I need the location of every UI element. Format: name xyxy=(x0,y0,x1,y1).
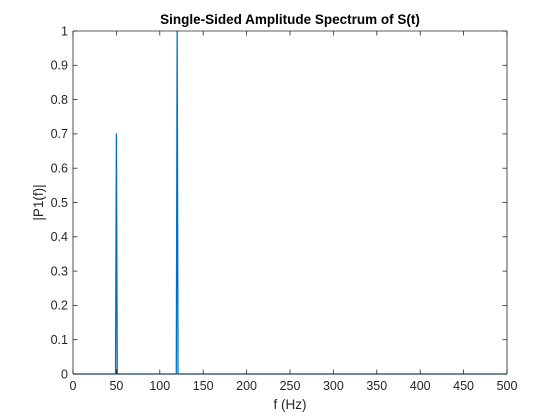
y-tick-label: 0.2 xyxy=(51,299,68,313)
y-tick-label: 0.8 xyxy=(51,93,68,107)
x-tick-label: 350 xyxy=(366,379,387,393)
x-tick-label: 400 xyxy=(410,379,431,393)
y-tick-label: 0 xyxy=(61,367,68,381)
plot-area xyxy=(73,31,507,374)
x-axis-label: f (Hz) xyxy=(274,397,307,412)
chart-title: Single-Sided Amplitude Spectrum of S(t) xyxy=(160,12,420,27)
x-tick-label: 250 xyxy=(280,379,301,393)
x-tick-label: 0 xyxy=(70,379,77,393)
ticks-layer: 0 50 100 150 200 250 300 350 400 450 500 0 0.1 0.2 0.3… xyxy=(51,24,518,393)
y-tick-label: 0.6 xyxy=(51,162,68,176)
y-tick-label: 0.3 xyxy=(51,264,68,278)
x-tick-label: 50 xyxy=(109,379,123,393)
y-tick-label: 0.9 xyxy=(51,59,68,73)
y-tick-label: 0.5 xyxy=(51,196,68,210)
x-tick-label: 150 xyxy=(193,379,214,393)
y-tick-label: 1 xyxy=(61,24,68,38)
y-tick-label: 0.1 xyxy=(51,333,68,347)
x-tick-label: 100 xyxy=(149,379,170,393)
x-tick-label: 450 xyxy=(453,379,474,393)
x-tick-label: 200 xyxy=(236,379,257,393)
x-tick-label: 300 xyxy=(323,379,344,393)
y-axis-label: |P1(f)| xyxy=(31,184,46,220)
y-tick-label: 0.4 xyxy=(51,230,68,244)
y-tick-label: 0.7 xyxy=(51,127,68,141)
x-tick-label: 500 xyxy=(497,379,518,393)
